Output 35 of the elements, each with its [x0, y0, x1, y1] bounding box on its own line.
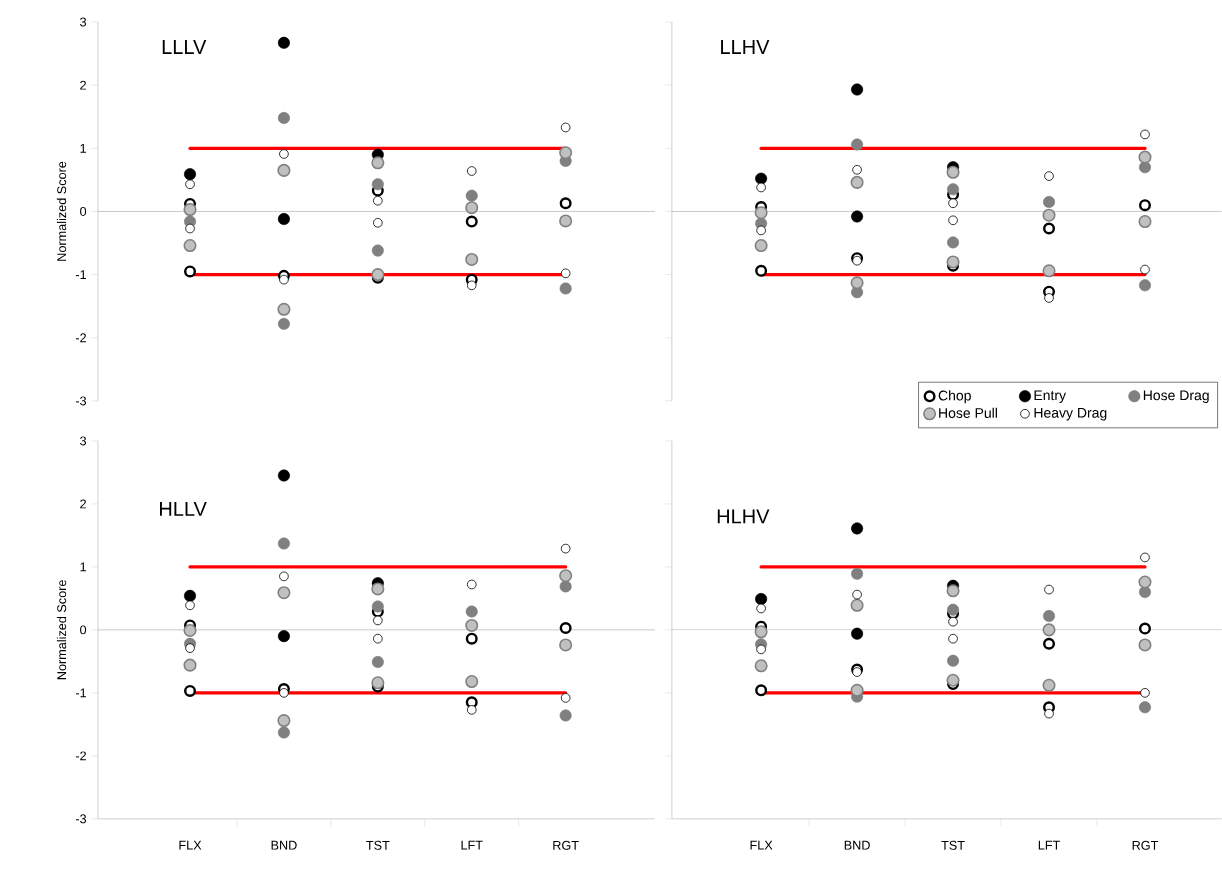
legend-label: Entry [1034, 390, 1066, 404]
y-tick-label: -1 [75, 688, 86, 698]
x-tick-label: LFT [1038, 840, 1060, 850]
x-tick-label: RGT [1132, 840, 1159, 850]
y-tick-label: -2 [75, 333, 86, 343]
y-tick-label: 2 [80, 80, 86, 90]
text: LLHV [721, 40, 770, 54]
text: HLLV [160, 502, 207, 516]
x-tick-label: RGT [553, 840, 579, 850]
y-tick-label: 2 [80, 499, 86, 509]
y-tick-label: 1 [80, 144, 86, 153]
x-tick-label: TST [366, 840, 390, 850]
y-tick-label: 1 [80, 562, 86, 572]
y-tick-label: 3 [80, 17, 87, 27]
x-tick-label: BND [844, 840, 870, 850]
y-axis-title: Normalized Score [56, 161, 67, 261]
x-tick-label: BND [271, 840, 297, 850]
legend-label: Hose Drag [1143, 390, 1209, 404]
x-tick-label: FLX [179, 840, 202, 850]
y-tick-label: -3 [75, 396, 87, 406]
x-tick-label: TST [941, 840, 965, 850]
y-tick-label: 0 [80, 207, 87, 217]
y-tick-label: 3 [80, 436, 87, 446]
y-tick-label: 0 [80, 625, 87, 635]
x-tick-label: LFT [461, 840, 483, 850]
y-tick-label: -1 [75, 270, 86, 280]
legend-label: Chop [938, 390, 971, 404]
text: HLHV [717, 509, 770, 524]
legend-label: Heavy Drag [1034, 408, 1107, 421]
y-tick-label: -3 [75, 814, 87, 824]
legend-label: Hose Pull [939, 407, 997, 419]
x-tick-label: FLX [750, 840, 773, 850]
y-axis-title: Normalized Score [56, 580, 67, 680]
text: LLLV [162, 40, 207, 54]
y-tick-label: -2 [75, 751, 86, 761]
